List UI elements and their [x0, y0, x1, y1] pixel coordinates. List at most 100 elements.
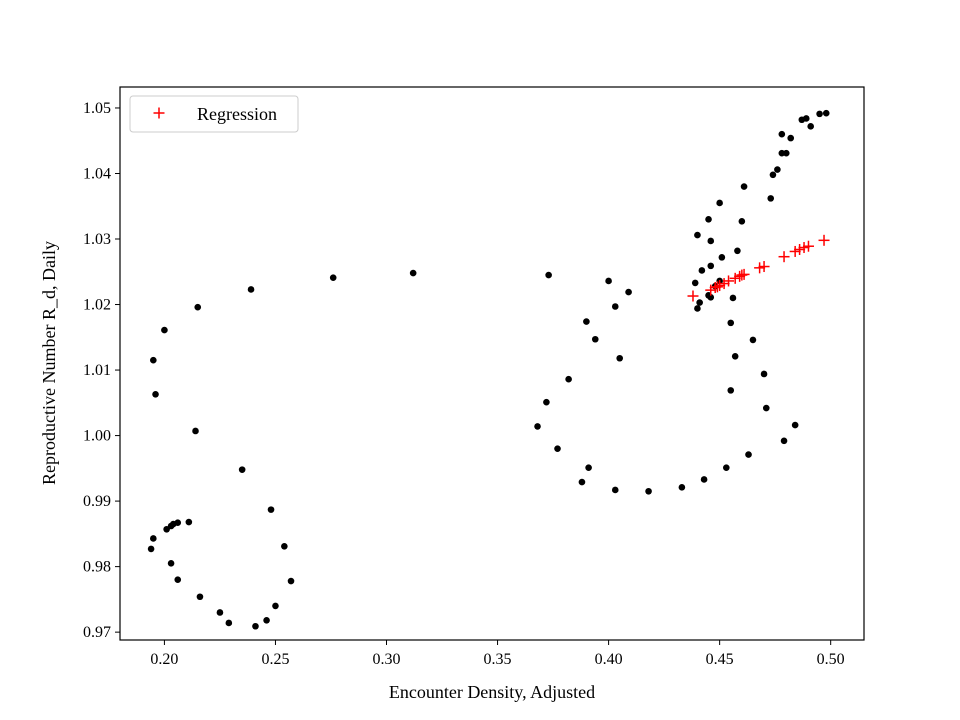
- data-point: [263, 617, 270, 624]
- y-tick-label: 1.02: [83, 297, 111, 314]
- data-point: [727, 387, 735, 394]
- data-point: [760, 370, 768, 378]
- data-point: [822, 109, 830, 117]
- y-tick-label: 1.03: [83, 231, 111, 248]
- regression-point: [711, 281, 723, 293]
- data-point: [696, 299, 703, 306]
- data-point: [707, 237, 715, 245]
- data-point: [745, 451, 752, 458]
- data-point: [150, 356, 157, 364]
- legend-plus-icon: [153, 107, 165, 119]
- data-point: [216, 609, 224, 616]
- y-axis-ticks: 0.97 0.98 0.99 1.00 1.01 1.02 1.03 1.04 1.05: [83, 100, 120, 641]
- x-tick-label: 0.40: [595, 651, 623, 668]
- data-point: [718, 254, 726, 261]
- y-tick-label: 1.04: [83, 165, 111, 182]
- regression-point: [734, 270, 746, 282]
- plot-frame: [119, 86, 865, 641]
- regression-point: [738, 268, 750, 280]
- data-point: [161, 326, 168, 334]
- data-point: [534, 423, 541, 430]
- data-point: [774, 166, 781, 173]
- data-point: [691, 279, 699, 287]
- regression-point: [758, 261, 770, 273]
- x-tick-label: 0.20: [150, 651, 178, 668]
- x-tick-label: 0.30: [373, 651, 401, 668]
- data-point: [267, 506, 275, 513]
- data-point: [769, 171, 777, 179]
- regression-point: [802, 240, 814, 252]
- data-point: [167, 560, 175, 567]
- regression-point: [718, 278, 730, 290]
- data-point: [723, 464, 730, 471]
- y-tick-label: 1.00: [83, 428, 111, 445]
- data-point: [287, 577, 295, 585]
- data-point: [543, 398, 550, 406]
- data-point: [585, 464, 592, 471]
- data-point: [578, 478, 586, 486]
- data-point: [727, 319, 735, 327]
- data-point: [554, 445, 561, 452]
- data-point: [780, 437, 788, 445]
- data-point: [174, 576, 182, 584]
- legend-label-regression: Regression: [197, 104, 277, 124]
- y-axis-label: Reproductive Number R_d, Daily: [39, 241, 59, 485]
- data-point: [694, 305, 701, 312]
- regression-point: [818, 234, 830, 246]
- data-point: [238, 466, 246, 473]
- y-tick-label: 0.98: [83, 559, 111, 576]
- y-tick-label: 0.97: [83, 624, 111, 641]
- data-point: [616, 354, 624, 362]
- data-point: [225, 619, 233, 627]
- legend-marker-regression: [153, 107, 165, 119]
- data-point: [816, 110, 823, 118]
- regression-point: [798, 242, 810, 254]
- y-tick-label: 1.01: [83, 362, 111, 379]
- data-point: [247, 286, 255, 293]
- data-point: [700, 476, 708, 483]
- data-point: [762, 404, 770, 412]
- regression-point: [687, 290, 699, 302]
- x-tick-label: 0.25: [261, 651, 289, 668]
- x-axis-label: Encounter Density, Adjusted: [389, 682, 595, 702]
- legend: Regression: [129, 95, 299, 133]
- data-point: [802, 115, 810, 122]
- data-point: [734, 247, 741, 255]
- data-point: [272, 602, 279, 610]
- data-point: [147, 545, 155, 553]
- data-point: [252, 622, 259, 630]
- regression-point: [705, 284, 717, 296]
- data-point: [707, 294, 715, 301]
- regression-point: [794, 243, 806, 255]
- data-point: [778, 130, 786, 138]
- data-point: [611, 303, 619, 310]
- regression-point: [729, 272, 741, 284]
- data-point: [749, 336, 757, 344]
- data-point: [150, 535, 157, 542]
- data-point: [791, 421, 799, 429]
- data-point: [192, 427, 199, 435]
- x-tick-label: 0.45: [706, 651, 734, 668]
- data-point: [678, 484, 686, 491]
- data-point: [767, 195, 775, 202]
- data-point: [625, 288, 632, 296]
- data-point: [740, 183, 748, 190]
- data-point: [707, 262, 715, 270]
- data-point: [694, 231, 701, 239]
- x-axis-ticks: 0.20 0.25 0.30 0.35 0.40 0.45 0.50: [150, 640, 845, 668]
- data-point: [185, 518, 193, 526]
- data-point: [611, 486, 619, 494]
- data-point: [716, 199, 723, 207]
- data-point: [605, 277, 612, 285]
- x-tick-label: 0.50: [817, 651, 845, 668]
- data-point: [782, 149, 790, 157]
- data-point: [409, 269, 417, 277]
- data-point: [705, 216, 712, 223]
- y-tick-label: 1.05: [83, 100, 111, 117]
- data-point: [152, 390, 159, 398]
- regression-point: [714, 280, 726, 292]
- data-point: [807, 123, 814, 130]
- data-point: [731, 352, 739, 360]
- data-point: [698, 267, 706, 274]
